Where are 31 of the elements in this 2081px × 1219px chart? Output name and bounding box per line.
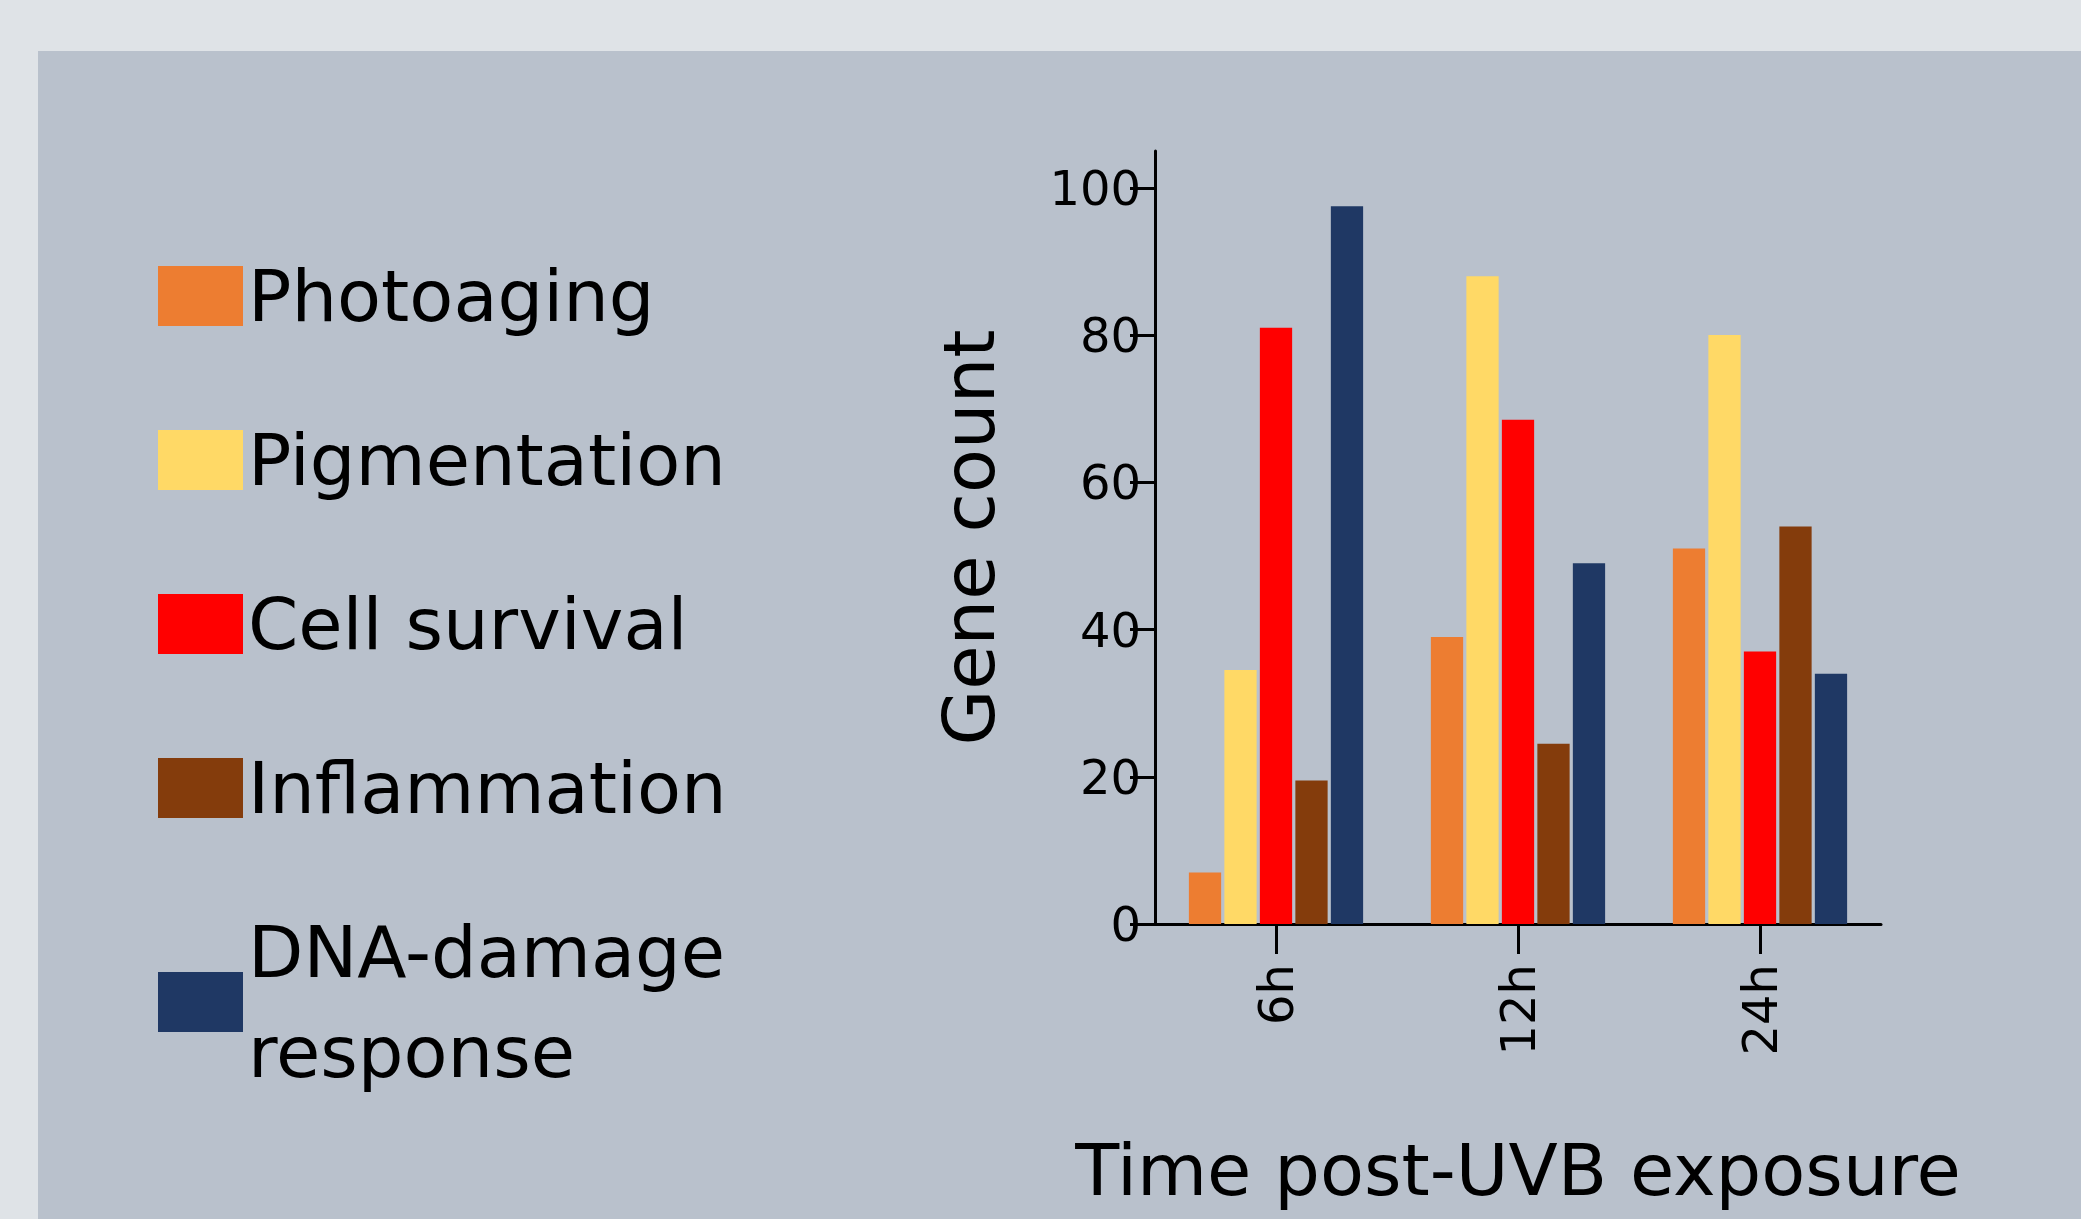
x-tick-label: 12h [1490, 964, 1546, 1056]
legend-label: DNA-damage response [248, 910, 748, 1094]
bar [1295, 780, 1328, 924]
bar [1330, 206, 1364, 924]
bar [1708, 335, 1741, 924]
bar [1743, 651, 1777, 924]
x-tick-label: 6h [1248, 964, 1304, 1025]
bar [1572, 563, 1606, 924]
bar [1501, 419, 1535, 924]
legend-label: Photoaging [248, 254, 655, 338]
bar [1814, 673, 1848, 924]
legend-label: Pigmentation [248, 418, 726, 502]
y-tick-label: 0 [1110, 896, 1141, 952]
y-tick-label: 60 [1079, 454, 1141, 511]
x-tick-label: 24h [1732, 964, 1788, 1056]
legend-label: Inflammation [248, 746, 727, 830]
bar [1466, 276, 1499, 924]
bar [1224, 670, 1257, 924]
y-tick-label: 80 [1079, 307, 1141, 364]
y-axis-title: Gene count [927, 329, 1011, 746]
x-axis-title: Time post-UVB exposure [1074, 1128, 1961, 1212]
bar [1779, 526, 1812, 924]
y-tick-label: 100 [1049, 159, 1141, 216]
bar [1672, 548, 1706, 924]
legend-label: Cell survival [248, 582, 688, 666]
y-tick-label: 40 [1079, 601, 1141, 658]
bar [1537, 743, 1570, 924]
bar [1430, 636, 1464, 924]
bar [1259, 327, 1293, 924]
y-tick-label: 20 [1079, 748, 1141, 805]
bar [1188, 872, 1222, 924]
